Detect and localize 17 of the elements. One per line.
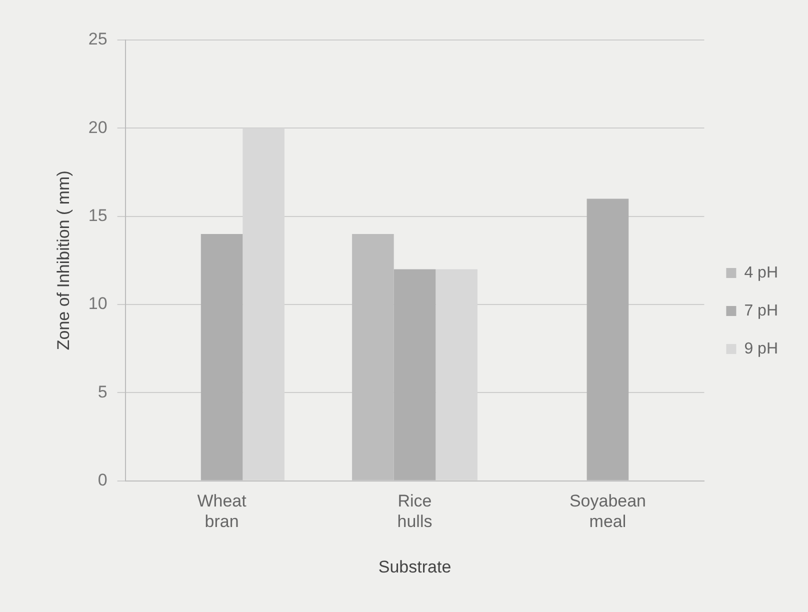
bar [394, 269, 436, 480]
y-tick-label: 5 [98, 382, 108, 402]
y-axis-title: Zone of Inhibition ( mm) [54, 170, 73, 350]
bar [586, 198, 629, 480]
x-tick-label: Soyabean meal [569, 492, 646, 532]
x-tick-label: Wheat bran [197, 492, 247, 532]
y-tick-label: 20 [88, 118, 108, 137]
legend-label: 4 pH [744, 264, 778, 282]
y-tick-label: 15 [88, 206, 108, 226]
y-tick-label: 10 [88, 294, 108, 314]
x-tick-label: Rice hulls [397, 492, 432, 532]
bar [200, 234, 243, 480]
x-axis-title: Substrate [378, 557, 452, 576]
y-tick-label: 0 [98, 470, 108, 490]
legend-label: 9 pH [744, 340, 778, 358]
y-tick-label: 25 [88, 30, 108, 49]
legend-label: 7 pH [744, 302, 778, 320]
